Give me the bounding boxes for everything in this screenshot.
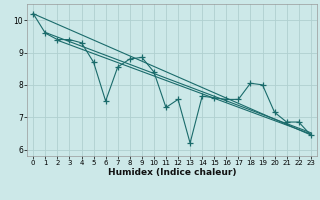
X-axis label: Humidex (Indice chaleur): Humidex (Indice chaleur): [108, 168, 236, 177]
